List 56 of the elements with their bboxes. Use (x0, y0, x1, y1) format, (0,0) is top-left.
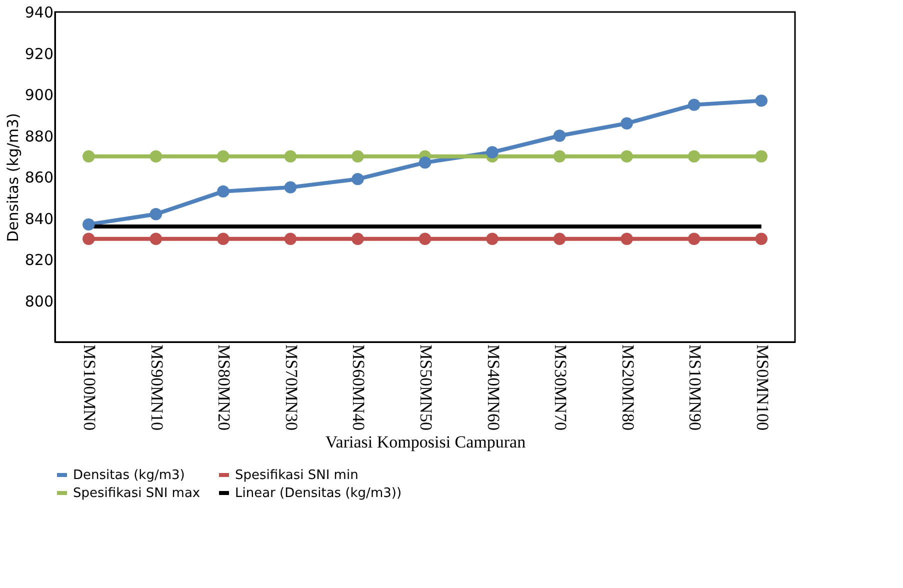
x-tick-label: MS60MN40 (349, 344, 368, 430)
legend-label: Densitas (kg/m3) (73, 468, 185, 483)
point (150, 232, 162, 245)
x-tick-label: MS40MN60 (484, 344, 503, 430)
legend-label: Linear (Densitas (kg/m3)) (235, 486, 402, 501)
point (418, 232, 432, 245)
point (82, 232, 95, 245)
point (486, 232, 498, 245)
x-tick-label: MS100MN0 (80, 344, 100, 430)
point (352, 232, 364, 245)
y-tick-label: 800 (24, 292, 54, 310)
y-tick-label: 880 (24, 127, 54, 146)
legend-label: Spesifikasi SNI min (235, 468, 358, 483)
y-tick-label: 860 (24, 168, 54, 186)
point (217, 232, 230, 245)
legend-label: Spesifikasi SNI max (73, 486, 200, 501)
point (620, 117, 633, 130)
point (284, 232, 297, 245)
point (688, 98, 700, 111)
point (150, 208, 162, 220)
point (217, 150, 230, 162)
point (284, 150, 297, 162)
point (553, 232, 566, 245)
x-tick-label: MS10MN90 (686, 344, 705, 430)
point (553, 150, 566, 162)
x-tick-label: MS90MN10 (147, 344, 166, 430)
point (755, 232, 768, 245)
point (150, 150, 162, 162)
point (755, 94, 768, 107)
y-tick-label: 900 (24, 86, 54, 104)
point (82, 218, 95, 231)
x-tick-label: MS70MN30 (282, 344, 301, 430)
point (284, 181, 297, 194)
x-tick-label: MS0MN100 (752, 344, 772, 430)
y-tick-label: 820 (24, 251, 54, 269)
point (620, 150, 633, 162)
point (217, 185, 230, 198)
point (688, 232, 700, 245)
x-tick-label: MS20MN80 (618, 344, 638, 430)
point (352, 172, 364, 186)
point (82, 150, 95, 162)
point (352, 150, 364, 162)
point (553, 130, 566, 142)
x-axis-title: Variasi Komposisi Campuran (325, 432, 526, 452)
x-tick-label: MS50MN50 (416, 344, 436, 430)
y-tick-label: 920 (24, 44, 54, 63)
x-tick-label: MS80MN20 (214, 344, 234, 430)
point (620, 232, 633, 245)
y-axis-title: Densitas (kg/m3) (4, 112, 22, 242)
point (755, 150, 768, 162)
x-tick-label: MS30MN70 (551, 344, 570, 430)
y-tick-label: 940 (24, 4, 54, 22)
point (418, 156, 432, 169)
y-tick-label: 840 (24, 210, 54, 228)
point (688, 150, 700, 162)
point (486, 146, 498, 158)
